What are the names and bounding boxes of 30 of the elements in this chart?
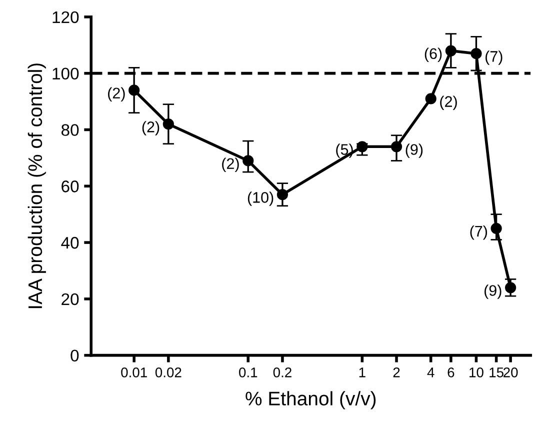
x-tick-label: 10 [470,367,484,378]
annotation: (7) [486,50,502,65]
y-tick-label: 120 [52,11,79,24]
x-axis-title: % Ethanol (v/v) [246,391,376,410]
y-tick-label: 40 [61,236,79,249]
x-tick-label: 0.02 [155,367,182,378]
x-tick-label: 1 [359,368,366,378]
y-tick-label: 0 [70,350,79,362]
x-tick-label: 15 [490,368,504,378]
annotation: (7) [470,225,488,240]
x-tick-label: 2 [393,367,400,378]
annotation: (2) [142,121,160,136]
annotation: (10) [248,192,274,206]
x-tick-label: 0.01 [121,367,147,378]
y-tick-label: 100 [52,68,79,80]
y-axis-title: IAA production (% of control) [28,64,46,308]
x-tick-label: 0.1 [239,367,258,378]
annotation: (2) [108,87,125,102]
annotation: (9) [484,284,502,299]
y-tick-label: 80 [62,124,79,136]
x-tick-label: 6 [448,367,454,378]
annotation: (6) [424,48,442,62]
x-tick-label: 4 [427,368,434,378]
y-tick-label: 20 [62,293,79,306]
x-tick-label: 0.2 [273,367,292,378]
x-tick-label: 20 [504,367,518,378]
y-tick-label: 60 [62,180,79,192]
annotation: (2) [222,158,239,172]
annotation: (9) [406,144,423,158]
annotation: (2) [440,96,457,110]
